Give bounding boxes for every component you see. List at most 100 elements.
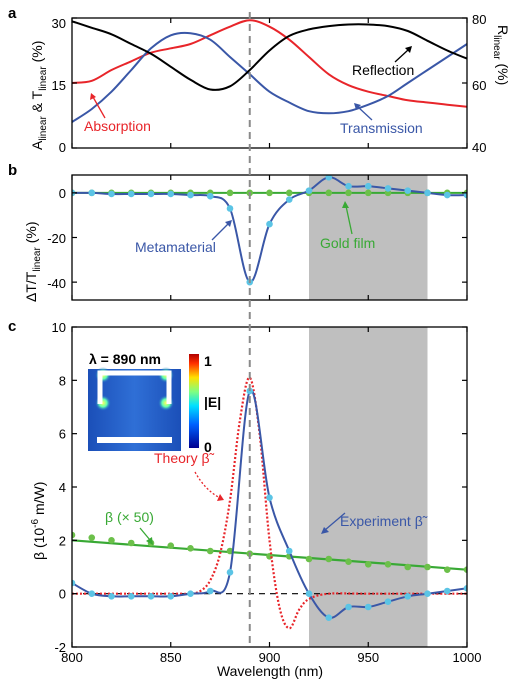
a-ytick-left-1: 15: [52, 78, 66, 93]
b-point-1-18: [424, 189, 431, 197]
panel-b: b 0 -20 -40 ΔT/Tlinear (%) Metamaterial …: [8, 162, 468, 303]
c-experiment-point-6: [187, 590, 194, 597]
b-point-1-17: [404, 187, 412, 194]
c-experiment-point-15: [364, 603, 372, 611]
inset-colorbar-label: |E|: [204, 394, 221, 410]
c-experiment-point-0: [72, 579, 76, 587]
inset-bar: [97, 437, 172, 443]
a-ylabel-left-unit: (%): [29, 41, 45, 67]
c-xtick-label-3: 950: [357, 650, 379, 665]
panel-b-label: b: [8, 162, 17, 179]
a-series-line-2: [72, 20, 467, 91]
c-experiment-point-19: [443, 587, 451, 595]
c-ytick-label-6: 10: [52, 320, 66, 335]
panel-a-series: [72, 19, 467, 123]
b-arrowhead-gold-film: [342, 201, 349, 208]
panel-a: a 0 15 30 40 60 80 Alinear & Tlinear (%)…: [8, 5, 511, 155]
c-experiment-point-2: [108, 593, 115, 600]
b-point-1-3: [127, 190, 135, 198]
b-point-1-5: [167, 190, 175, 198]
c-arrowhead-experiment: [321, 527, 329, 534]
c-xtick-label-1: 850: [160, 650, 182, 665]
c-ylabel-sup: -6: [30, 518, 41, 527]
a-arrow-transmission: [357, 106, 373, 121]
c-ytick-labels: -2 0 2 4 6 8 10: [52, 320, 66, 655]
c-beta-point-13: [325, 555, 333, 563]
c-ytick-label-4: 6: [59, 427, 66, 442]
c-arrowhead-beta: [146, 537, 153, 545]
c-beta-point-8: [226, 547, 234, 555]
b-annotation-gold-film: Gold film: [320, 235, 375, 251]
b-point-0-14: [345, 189, 352, 197]
inset-colorbar: [189, 354, 199, 448]
b-point-0-10: [266, 189, 273, 197]
a-ytick-left-0: 0: [59, 140, 66, 155]
c-ytick-label-3: 4: [59, 480, 66, 495]
a-arrow-absorption: [92, 96, 106, 119]
a-ylabel-left-main: A: [29, 140, 45, 150]
b-annotation-metamaterial: Metamaterial: [135, 239, 216, 255]
panel-b-series: [72, 175, 467, 286]
c-beta-point-5: [167, 542, 175, 549]
panel-a-ticks: [71, 17, 468, 149]
b-ylabel-sub: linear: [32, 247, 43, 272]
a-annotation-reflection: Reflection: [352, 62, 414, 78]
inset-colorbar-max: 1: [204, 353, 212, 369]
c-xtick-labels: 800 850 900 950 1000: [61, 650, 481, 665]
b-point-1-15: [364, 182, 372, 190]
c-beta-point-14: [345, 558, 352, 565]
b-ylabel: ΔT/Tlinear (%): [23, 222, 43, 303]
b-point-1-1: [88, 189, 96, 197]
a-ytick-right-1: 60: [472, 78, 486, 93]
b-point-1-4: [147, 190, 155, 198]
inset-field-map: λ = 890 nm 1 |E| 0: [87, 351, 221, 455]
panel-a-label: a: [8, 5, 17, 22]
c-xlabel: Wavelength (nm): [217, 663, 323, 679]
b-point-0-11: [285, 189, 293, 197]
c-beta-point-17: [404, 563, 412, 571]
c-beta-point-20: [463, 566, 467, 573]
c-arrow-experiment: [324, 512, 346, 531]
b-point-1-7: [206, 192, 214, 200]
c-xtick-label-2: 900: [259, 650, 281, 665]
b-point-0-8: [226, 189, 234, 197]
c-beta-point-3: [127, 539, 135, 547]
inset-title: λ = 890 nm: [89, 351, 161, 367]
b-point-0-15: [364, 189, 372, 197]
b-arrow-gold-film: [345, 205, 353, 235]
c-beta-point-18: [424, 563, 431, 571]
b-point-1-11: [285, 196, 293, 203]
inset-hotspot-br: [158, 395, 174, 411]
c-ytick-label-2: 2: [59, 533, 66, 548]
a-ylabel-left-sub2: linear: [38, 66, 49, 91]
c-ytick-label-5: 8: [59, 373, 66, 388]
c-ytick-label-1: 0: [59, 587, 66, 602]
c-arrow-beta: [139, 527, 151, 541]
panel-b-ticks: [71, 175, 468, 300]
c-ylabel-main: β (10: [31, 528, 47, 560]
a-ytick-left-2: 30: [52, 16, 66, 31]
c-annotation-theory: Theory β̃: [154, 450, 215, 466]
c-beta-point-16: [384, 561, 392, 568]
c-ytick-label-0: -2: [54, 640, 66, 655]
c-shaded-region: [309, 327, 428, 647]
a-arrow-reflection: [394, 49, 409, 63]
inset-colorbar-min: 0: [204, 439, 212, 455]
c-beta-point-0: [72, 531, 76, 539]
c-xtick-label-0: 800: [61, 650, 83, 665]
a-arrowhead-absorption: [90, 93, 96, 100]
b-point-1-10: [266, 220, 273, 228]
c-experiment-point-7: [206, 587, 214, 595]
b-point-0-13: [325, 189, 333, 197]
c-experiment-point-12: [305, 590, 313, 597]
c-experiment-point-3: [127, 593, 135, 600]
b-ytick-2: -40: [47, 276, 66, 291]
c-experiment-point-16: [384, 598, 392, 605]
c-beta-point-15: [364, 561, 372, 568]
a-ytick-right-2: 80: [472, 12, 486, 27]
a-series-line-1: [72, 31, 467, 123]
b-point-1-16: [384, 185, 392, 192]
a-annotation-absorption: Absorption: [84, 118, 151, 134]
